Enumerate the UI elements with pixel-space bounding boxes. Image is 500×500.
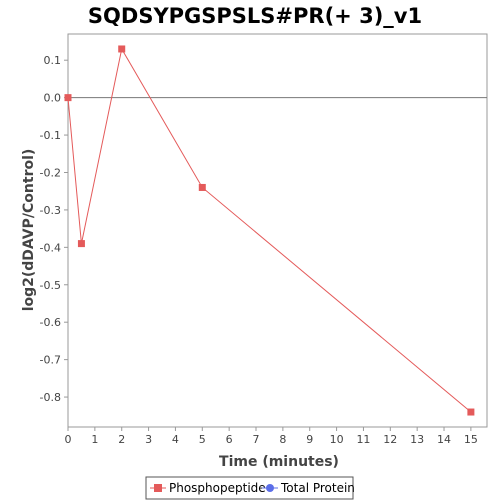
x-tick-label: 8 bbox=[279, 433, 286, 446]
x-tick-label: 15 bbox=[464, 433, 478, 446]
y-axis: 0.1 0.0 -0.1 -0.2 -0.3 -0.4 -0.5 -0.6 -0.7 -0.8 bbox=[40, 54, 68, 404]
x-tick-label: 2 bbox=[118, 433, 125, 446]
legend-box bbox=[145, 476, 354, 500]
y-tick-label: -0.4 bbox=[40, 241, 61, 254]
legend: Phosphopeptide Total Protein bbox=[145, 476, 355, 500]
x-axis-label: Time (minutes) bbox=[219, 454, 339, 470]
x-tick-label: 1 bbox=[91, 433, 98, 446]
series-layer bbox=[64, 45, 475, 416]
x-tick-label: 14 bbox=[437, 433, 451, 446]
x-tick-label: 10 bbox=[330, 433, 344, 446]
x-tick-label: 9 bbox=[306, 433, 313, 446]
data-point bbox=[467, 408, 475, 416]
x-tick-label: 5 bbox=[199, 433, 206, 446]
y-tick-label: 0.1 bbox=[44, 54, 62, 67]
x-tick-label: 6 bbox=[226, 433, 233, 446]
x-tick-label: 3 bbox=[145, 433, 152, 446]
y-tick-label: -0.5 bbox=[40, 279, 61, 292]
legend-label: Phosphopeptide bbox=[169, 481, 266, 495]
y-tick-label: -0.7 bbox=[40, 354, 61, 367]
x-tick-label: 13 bbox=[410, 433, 424, 446]
y-tick-label: -0.2 bbox=[40, 166, 61, 179]
chart-title: SQDSYPGSPSLS#PR(+ 3)_v1 bbox=[88, 4, 422, 28]
y-tick-label: -0.1 bbox=[40, 129, 61, 142]
data-point bbox=[77, 240, 85, 248]
y-tick-label: 0.0 bbox=[44, 92, 62, 105]
x-axis: 0 1 2 3 4 5 6 7 8 9 10 11 12 13 14 15 bbox=[65, 427, 478, 446]
x-tick-label: 0 bbox=[65, 433, 72, 446]
y-axis-label: log2(dDAVP/Control) bbox=[21, 149, 37, 312]
x-tick-label: 12 bbox=[383, 433, 397, 446]
data-point bbox=[64, 94, 72, 102]
x-tick-label: 4 bbox=[172, 433, 179, 446]
legend-marker bbox=[154, 484, 162, 492]
legend-marker bbox=[266, 484, 274, 492]
legend-items: Phosphopeptide Total Protein bbox=[150, 481, 355, 495]
data-point bbox=[118, 45, 126, 53]
data-point bbox=[198, 183, 206, 191]
plot-area bbox=[67, 33, 488, 428]
x-tick-label: 7 bbox=[253, 433, 260, 446]
y-tick-label: -0.8 bbox=[40, 391, 61, 404]
y-tick-label: -0.3 bbox=[40, 204, 61, 217]
y-tick-label: -0.6 bbox=[40, 316, 61, 329]
x-tick-label: 11 bbox=[356, 433, 370, 446]
legend-label: Total Protein bbox=[280, 481, 355, 495]
